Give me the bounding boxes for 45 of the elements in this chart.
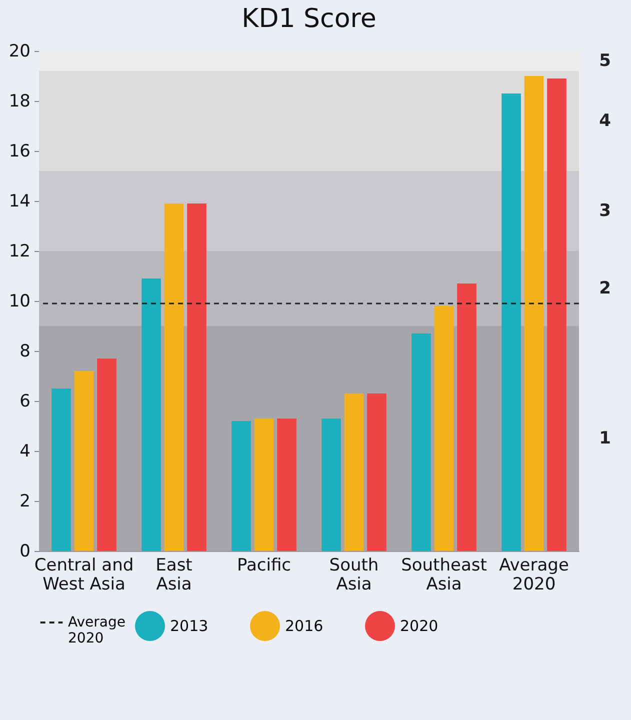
band-label: 5 [599,51,611,71]
bar [74,371,94,551]
bar [142,278,161,551]
y-tick-label: 20 [8,42,30,62]
legend-label: 2016 [285,617,324,635]
bar [187,204,206,551]
bar [232,421,251,551]
bar [457,284,476,551]
bar [412,334,431,551]
y-tick-label: 8 [20,342,30,362]
y-tick-label: 12 [8,242,30,262]
band-label: 3 [599,201,611,221]
y-tick-label: 2 [20,492,30,512]
legend-label: 2020 [400,617,438,635]
y-tick-label: 4 [20,442,30,462]
bar [547,78,566,551]
x-tick-label: South Asia [329,556,379,594]
x-tick-label: Average 2020 [499,556,569,594]
band-label: 1 [599,428,611,448]
bar [164,204,184,551]
bar [97,358,116,551]
legend-label: 2013 [170,617,208,635]
band-label: 2 [599,278,611,298]
bar [434,306,454,551]
x-tick-label: Central and West Asia [34,556,134,594]
bar [322,418,341,551]
bar [344,394,364,551]
y-tick-label: 10 [8,292,30,312]
bar [254,418,274,551]
y-tick-label: 16 [8,142,30,162]
chart-title: KD1 Score [242,4,376,34]
x-tick-label: Pacific [236,556,292,576]
bar [367,394,386,551]
x-tick-label: Southeast Asia [401,556,488,594]
bar [277,418,296,551]
bar [502,94,521,551]
bar [52,388,71,551]
y-tick-label: 18 [8,92,30,112]
x-tick-label: East Asia [156,556,193,594]
bar [524,76,544,551]
legend-label: Average 2020 [68,614,126,646]
y-tick-label: 14 [8,192,30,212]
y-tick-label: 0 [20,542,30,562]
y-tick-label: 6 [20,392,30,412]
band-label: 4 [599,111,612,131]
